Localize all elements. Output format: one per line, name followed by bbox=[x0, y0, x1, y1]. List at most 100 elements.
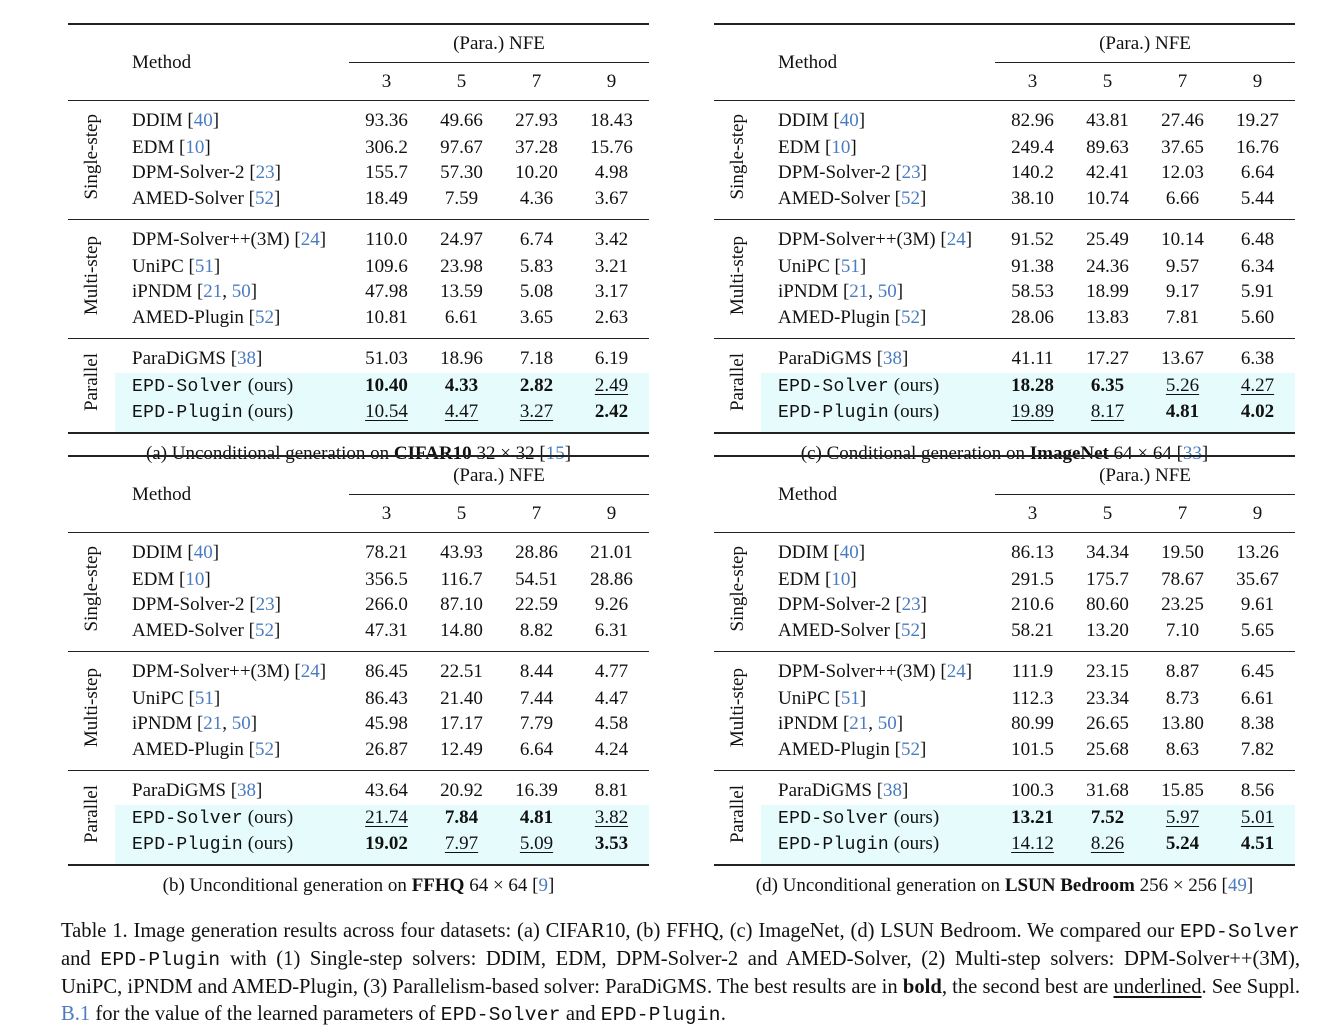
value-cell: 5.83 bbox=[499, 254, 574, 279]
citation-link[interactable]: 21 bbox=[849, 280, 869, 302]
citation-link[interactable]: 40 bbox=[839, 542, 859, 563]
citation-link[interactable]: 24 bbox=[300, 661, 320, 682]
value-cell: 4.58 bbox=[574, 711, 649, 736]
citation-link[interactable]: 21 bbox=[203, 280, 223, 302]
caption-text: , the second best are bbox=[941, 976, 1114, 999]
value-cell: 13.59 bbox=[424, 279, 499, 304]
citation-link[interactable]: 51 bbox=[840, 687, 860, 709]
citation-link[interactable]: 38 bbox=[883, 348, 903, 369]
value: 8.44 bbox=[519, 661, 554, 682]
value-cell: 8.26 bbox=[1070, 830, 1145, 865]
value: 9.26 bbox=[594, 593, 629, 615]
group-parallel: Parallel ParaDiGMS [38] 100.3 31.68 15.85 8.5… bbox=[714, 770, 1295, 865]
method-name: EPD-Solver bbox=[132, 808, 244, 829]
citation-link[interactable]: 50 bbox=[231, 280, 251, 302]
citation-link[interactable]: 49 bbox=[1227, 875, 1247, 896]
value: 54.51 bbox=[515, 568, 558, 590]
citation-link[interactable]: 52 bbox=[254, 307, 274, 328]
citation-link[interactable]: 38 bbox=[237, 348, 257, 369]
value-cell: 31.68 bbox=[1070, 770, 1145, 805]
value-cell: 175.7 bbox=[1070, 567, 1145, 592]
citation-link[interactable]: 50 bbox=[877, 712, 897, 734]
citation-link[interactable]: 10 bbox=[831, 568, 851, 590]
value: 6.48 bbox=[1240, 229, 1275, 250]
citation-link[interactable]: 23 bbox=[255, 161, 275, 183]
citation-link[interactable]: 38 bbox=[883, 780, 903, 801]
citation-link[interactable]: 9 bbox=[538, 875, 549, 896]
group-parallel: Parallel ParaDiGMS [38] 51.03 18.96 7.18 6.19… bbox=[68, 338, 649, 433]
citation-link[interactable]: 24 bbox=[300, 229, 320, 250]
method-cell: UniPC [51] bbox=[778, 255, 867, 277]
value: 28.86 bbox=[515, 542, 558, 563]
nfe-value-header: 7 bbox=[531, 502, 542, 524]
value-cell: 14.80 bbox=[424, 617, 499, 652]
citation-link[interactable]: 52 bbox=[900, 739, 920, 760]
value-cell: 47.98 bbox=[349, 279, 424, 304]
citation-link[interactable]: 23 bbox=[901, 593, 921, 615]
citation-link[interactable]: 24 bbox=[946, 229, 966, 250]
value: 8.81 bbox=[594, 780, 629, 801]
value-cell: 3.42 bbox=[574, 219, 649, 254]
citation-link[interactable]: 51 bbox=[194, 687, 214, 709]
value-cell: 7.81 bbox=[1145, 304, 1220, 339]
citation-link[interactable]: 23 bbox=[255, 593, 275, 615]
value: 10.81 bbox=[365, 307, 408, 328]
group-label: Multi-step bbox=[726, 668, 748, 748]
value: 3.53 bbox=[594, 833, 629, 854]
citation-link[interactable]: 50 bbox=[231, 712, 251, 734]
citation-link[interactable]: 10 bbox=[185, 136, 205, 158]
citation-link[interactable]: 50 bbox=[877, 280, 897, 302]
citation-link[interactable]: 52 bbox=[900, 307, 920, 328]
value-cell: 91.52 bbox=[995, 219, 1070, 254]
method-cell: ParaDiGMS [38] bbox=[761, 338, 995, 373]
citation-link[interactable]: 51 bbox=[840, 255, 860, 277]
value: 80.60 bbox=[1086, 593, 1129, 615]
caption-text: EPD-Solver bbox=[1179, 920, 1300, 943]
value: 18.99 bbox=[1086, 280, 1129, 302]
value: 58.21 bbox=[1011, 620, 1054, 641]
method-cell: DDIM [40] bbox=[115, 532, 349, 567]
value: 10.20 bbox=[515, 161, 558, 183]
citation-link[interactable]: 51 bbox=[194, 255, 214, 277]
citation-link[interactable]: 24 bbox=[946, 661, 966, 682]
value-cell: 10.81 bbox=[349, 304, 424, 339]
value-cell: 7.44 bbox=[499, 686, 574, 711]
value-cell: 9.61 bbox=[1220, 592, 1295, 617]
results-table-imagenet: Method (Para.) NFE 3 5 7 9 Single-step DDIM [40… bbox=[714, 23, 1295, 465]
citation-link[interactable]: 40 bbox=[193, 110, 213, 131]
citation-link[interactable]: 52 bbox=[254, 739, 274, 760]
citation-link[interactable]: 10 bbox=[831, 136, 851, 158]
suppl-link[interactable]: B.1 bbox=[61, 1003, 91, 1026]
value-cell: 19.02 bbox=[349, 830, 424, 865]
citation-link[interactable]: 38 bbox=[237, 780, 257, 801]
method-cell: EDM [10] bbox=[778, 136, 857, 158]
value-cell: 18.28 bbox=[995, 373, 1070, 398]
group-label-cell: Multi-step bbox=[714, 651, 761, 771]
value-cell: 7.82 bbox=[1220, 736, 1295, 771]
citation-link[interactable]: 52 bbox=[254, 188, 274, 209]
citation-link[interactable]: 40 bbox=[193, 542, 213, 563]
value: 19.27 bbox=[1236, 110, 1279, 131]
method-name: AMED-Plugin bbox=[132, 739, 244, 760]
value: 2.63 bbox=[594, 307, 629, 328]
citation-link[interactable]: 23 bbox=[901, 161, 921, 183]
method-cell: iPNDM [21, 50] bbox=[778, 280, 904, 302]
value-cell: 3.17 bbox=[574, 279, 649, 304]
citation-link[interactable]: 52 bbox=[900, 620, 920, 641]
citation-link[interactable]: 21 bbox=[203, 712, 223, 734]
nfe-value-header: 3 bbox=[1027, 502, 1038, 524]
value: 41.11 bbox=[1011, 348, 1054, 369]
value-cell: 13.67 bbox=[1145, 338, 1220, 373]
value-cell: 6.64 bbox=[499, 736, 574, 771]
method-name: DPM-Solver++(3M) bbox=[132, 661, 290, 682]
table-row: AMED-Plugin [52] 28.06 13.83 7.81 5.60 bbox=[714, 304, 1295, 339]
citation-link[interactable]: 40 bbox=[839, 110, 859, 131]
citation-link[interactable]: 52 bbox=[900, 188, 920, 209]
citation-link[interactable]: 10 bbox=[185, 568, 205, 590]
value: 37.65 bbox=[1161, 136, 1204, 158]
value-cell: 58.53 bbox=[995, 279, 1070, 304]
citation-link[interactable]: 21 bbox=[849, 712, 869, 734]
citation-link[interactable]: 52 bbox=[254, 620, 274, 641]
value-cell: 7.84 bbox=[424, 805, 499, 830]
method-name: DPM-Solver++(3M) bbox=[778, 229, 936, 250]
